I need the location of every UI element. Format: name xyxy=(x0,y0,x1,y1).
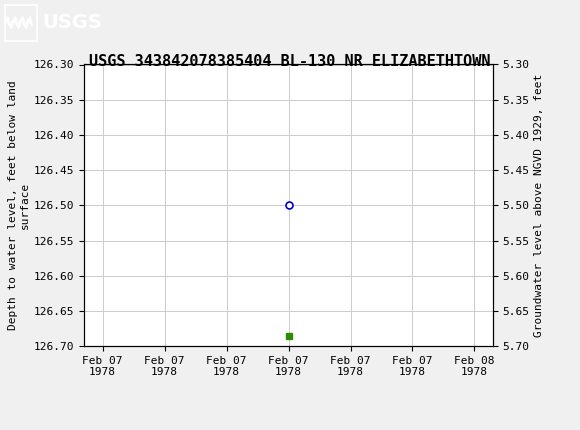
Bar xyxy=(5,4,37,41)
Y-axis label: Groundwater level above NGVD 1929, feet: Groundwater level above NGVD 1929, feet xyxy=(534,74,544,337)
Y-axis label: Depth to water level, feet below land
surface: Depth to water level, feet below land su… xyxy=(8,80,30,330)
Text: USGS 343842078385404 BL-130 NR ELIZABETHTOWN: USGS 343842078385404 BL-130 NR ELIZABETH… xyxy=(89,54,491,69)
Text: USGS: USGS xyxy=(42,13,102,32)
